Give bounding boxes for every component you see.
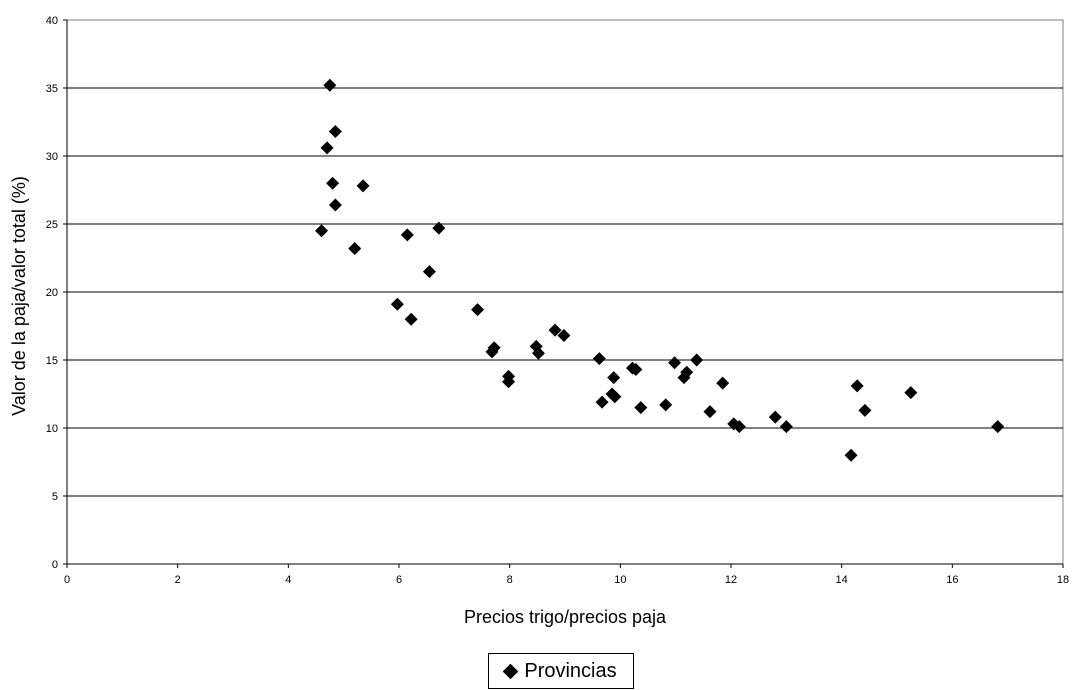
x-tick-label: 8: [507, 574, 513, 586]
y-tick-label: 40: [46, 15, 58, 27]
data-point: [779, 420, 793, 434]
data-point: [592, 352, 606, 366]
data-point: [320, 141, 334, 155]
data-point: [485, 345, 499, 359]
y-tick-label: 20: [46, 287, 58, 299]
data-point: [548, 323, 562, 337]
data-point: [400, 228, 414, 242]
data-point: [595, 395, 609, 409]
data-point: [668, 356, 682, 370]
data-point: [531, 346, 545, 360]
data-point: [703, 405, 717, 419]
data-point: [432, 221, 446, 235]
legend-label: Provincias: [524, 659, 617, 682]
data-point: [422, 265, 436, 279]
y-tick-label: 10: [46, 423, 58, 435]
data-point: [991, 420, 1005, 434]
x-tick-label: 12: [725, 574, 737, 586]
data-point: [607, 371, 621, 385]
legend-diamond-icon: [503, 663, 519, 679]
x-tick-label: 10: [614, 574, 626, 586]
data-points: [315, 78, 1005, 462]
y-tick-label: 25: [46, 219, 58, 231]
data-point: [690, 353, 704, 367]
y-tick-labels: 0 5 10 15 20 25 30 35 40: [46, 15, 58, 571]
data-point: [356, 179, 370, 193]
data-point: [323, 78, 337, 92]
legend: Provincias: [488, 653, 634, 689]
data-point: [659, 398, 673, 412]
y-tick-label: 15: [46, 355, 58, 367]
data-point: [348, 241, 362, 255]
x-tick-label: 0: [64, 574, 70, 586]
data-point: [390, 297, 404, 311]
data-point: [634, 401, 648, 415]
x-tick-labels: 0 2 4 6 8 10 12 14 16 18: [64, 574, 1069, 586]
data-point: [328, 125, 342, 139]
data-point: [502, 375, 516, 389]
data-point: [844, 448, 858, 462]
x-tick-label: 14: [836, 574, 848, 586]
x-tick-label: 16: [946, 574, 958, 586]
x-tick-label: 6: [396, 574, 402, 586]
data-point: [629, 363, 643, 377]
data-point: [858, 403, 872, 417]
y-tick-label: 0: [52, 559, 58, 571]
data-point: [328, 198, 342, 212]
y-tick-label: 30: [46, 151, 58, 163]
data-point: [904, 386, 918, 400]
grid-lines: [67, 87, 1063, 497]
y-tick-label: 35: [46, 83, 58, 95]
data-point: [677, 371, 691, 385]
data-point: [471, 303, 485, 317]
x-tick-label: 18: [1057, 574, 1069, 586]
axes: [63, 19, 1064, 568]
data-point: [732, 420, 746, 434]
data-point: [557, 329, 571, 343]
data-point: [315, 224, 329, 238]
y-axis-title: Valor de la paja/valor total (%): [9, 176, 29, 416]
data-point: [326, 176, 340, 190]
x-tick-label: 4: [285, 574, 291, 586]
data-point: [768, 410, 782, 424]
data-point: [850, 379, 864, 393]
y-tick-label: 5: [52, 491, 58, 503]
data-point: [716, 376, 730, 390]
x-tick-label: 2: [175, 574, 181, 586]
data-point: [608, 390, 622, 404]
data-point: [404, 312, 418, 326]
x-axis-title: Precios trigo/precios paja: [464, 607, 667, 627]
